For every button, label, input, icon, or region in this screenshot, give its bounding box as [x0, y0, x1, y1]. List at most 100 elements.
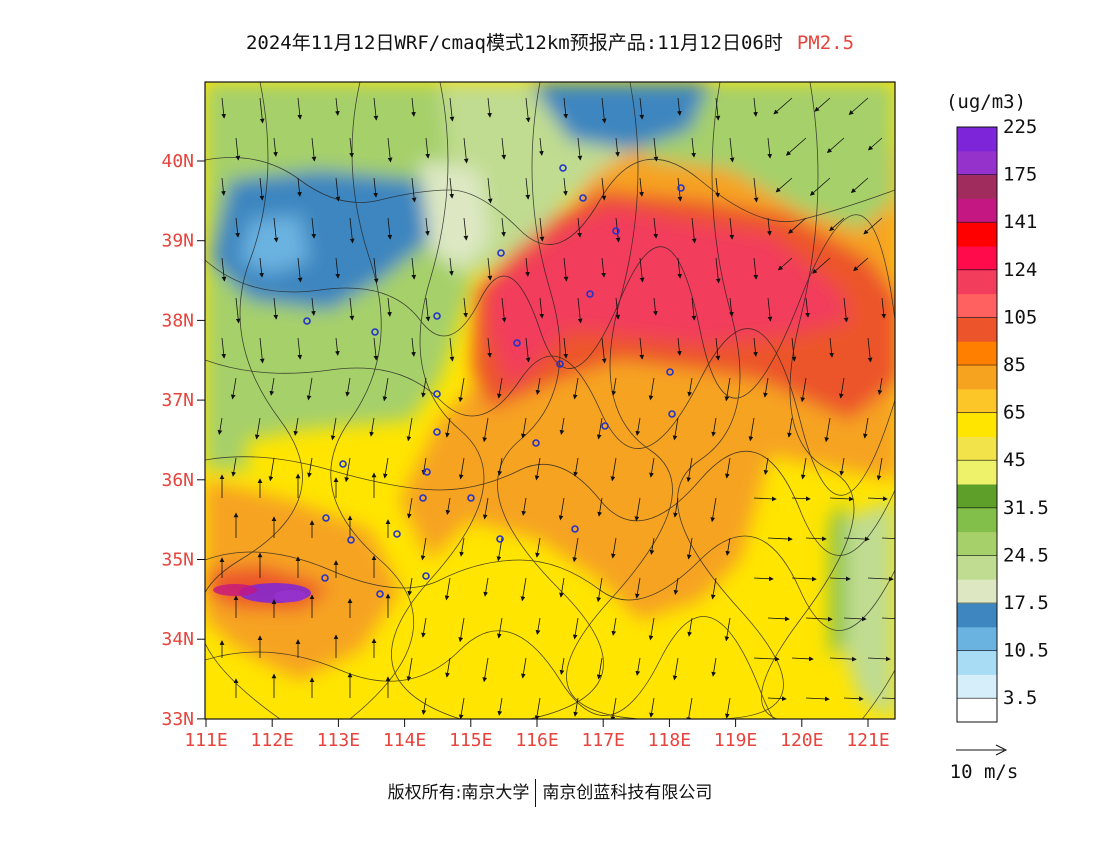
lon-label: 120E: [780, 730, 823, 751]
city-markers: [303, 164, 685, 598]
wind-arrow: [850, 177, 869, 194]
lat-label: 34N: [161, 629, 194, 650]
wind-arrow: [715, 97, 721, 121]
wind-arrow: [497, 697, 503, 716]
wind-arrow: [572, 537, 579, 563]
wind-arrow: [767, 297, 773, 322]
wind-arrow: [867, 656, 891, 662]
copyright-company: 南京创蓝科技有限公司: [542, 783, 713, 803]
wind-arrow: [615, 217, 621, 243]
wind-arrow: [753, 337, 758, 357]
wind-arrow: [791, 656, 814, 662]
wind-arrow: [449, 177, 455, 199]
wind-arrow: [444, 577, 451, 601]
wind-arrow: [763, 377, 769, 398]
city-marker: [433, 390, 441, 398]
wind-arrow: [652, 297, 658, 316]
colorbar-swatch: [957, 460, 997, 485]
wind-arrow: [259, 337, 265, 364]
wind-arrow: [334, 97, 340, 116]
wind-arrow: [335, 257, 341, 279]
wind-arrow: [601, 337, 607, 364]
wind-arrow: [634, 577, 641, 599]
wind-arrow: [421, 697, 427, 715]
wind-arrow: [406, 417, 413, 442]
colorbar-label: 3.5: [1003, 687, 1037, 709]
city-marker: [303, 317, 311, 325]
wind-arrow: [601, 177, 607, 201]
wind-arrow: [748, 417, 755, 442]
wind-arrow: [881, 297, 887, 319]
province-borders: [205, 82, 895, 719]
wind-arrow: [406, 657, 413, 682]
wind-arrow: [269, 377, 275, 396]
wind-arrow: [753, 257, 759, 280]
wind-arrow: [458, 697, 465, 719]
wind-arrow: [297, 257, 303, 283]
wind-arrow: [753, 576, 774, 582]
pollutant-label: PM2.5: [796, 32, 855, 54]
wind-arrow: [534, 457, 541, 481]
wind-arrow: [843, 696, 864, 702]
wind-arrow: [501, 217, 506, 237]
wind-arrow: [424, 217, 430, 236]
city-marker: [339, 460, 347, 468]
wind-arrow: [496, 617, 503, 639]
wind-arrow: [639, 337, 645, 360]
colorbar-unit: (ug/m3): [946, 91, 1026, 113]
wind-arrow: [520, 417, 527, 439]
city-marker: [601, 422, 609, 430]
wind-arrow: [344, 457, 351, 483]
wind-arrow: [724, 457, 731, 479]
wind-vectors: [217, 97, 895, 719]
wind-arrow: [829, 337, 834, 358]
wind-arrow: [788, 217, 807, 234]
wind-arrow: [345, 377, 351, 397]
colorbar-labels: 3.5 10.5 17.5 24.5 31.5 45 65 85 105 124 141 175 225: [957, 116, 1049, 709]
wind-arrow: [787, 417, 793, 438]
wind-arrow: [753, 656, 780, 662]
wind-arrow: [273, 297, 279, 320]
wind-arrow: [373, 337, 379, 361]
wind-arrow: [672, 417, 679, 441]
wind-arrow: [525, 337, 531, 363]
wind-arrow: [729, 297, 734, 317]
wind-arrow: [458, 377, 465, 403]
wind-arrow: [777, 257, 793, 271]
wind-arrow: [369, 417, 375, 437]
wind-scale-label: 10 m/s: [950, 761, 1019, 783]
wind-arrow: [687, 377, 693, 397]
wind-arrow: [848, 97, 869, 116]
city-marker: [559, 164, 567, 172]
colorbar-swatch: [957, 198, 997, 223]
wind-arrow: [767, 616, 790, 622]
wind-arrow: [649, 697, 655, 718]
wind-arrow: [800, 457, 807, 480]
wind-arrow: [610, 697, 617, 719]
colorbar-swatch: [957, 555, 997, 580]
wind-arrow: [653, 137, 659, 162]
wind-arrow: [753, 97, 758, 117]
colorbar-swatch: [957, 269, 997, 295]
wind-arrow: [648, 377, 655, 401]
wind-arrow: [729, 217, 735, 240]
wind-arrow: [724, 617, 731, 642]
wind-arrow: [715, 257, 721, 284]
colorbar-label: 141: [1003, 211, 1037, 233]
colorbar-swatch: [957, 531, 997, 556]
wind-arrow: [563, 337, 569, 359]
city-marker: [433, 428, 441, 436]
wind-arrow: [673, 497, 679, 518]
wind-arrow: [268, 457, 275, 482]
lon-label: 117E: [582, 730, 625, 751]
wind-arrow: [573, 457, 579, 477]
wind-arrow: [458, 457, 465, 480]
wind-arrow: [615, 137, 620, 157]
city-marker: [677, 184, 685, 192]
colorbar-swatch: [957, 484, 997, 509]
wind-arrow: [449, 97, 455, 122]
wind-arrow: [867, 137, 883, 151]
copyright-footer: 版权所有:南京大学 南京创蓝科技有限公司: [0, 778, 1100, 807]
wind-arrow: [672, 657, 679, 681]
city-marker: [579, 194, 587, 202]
